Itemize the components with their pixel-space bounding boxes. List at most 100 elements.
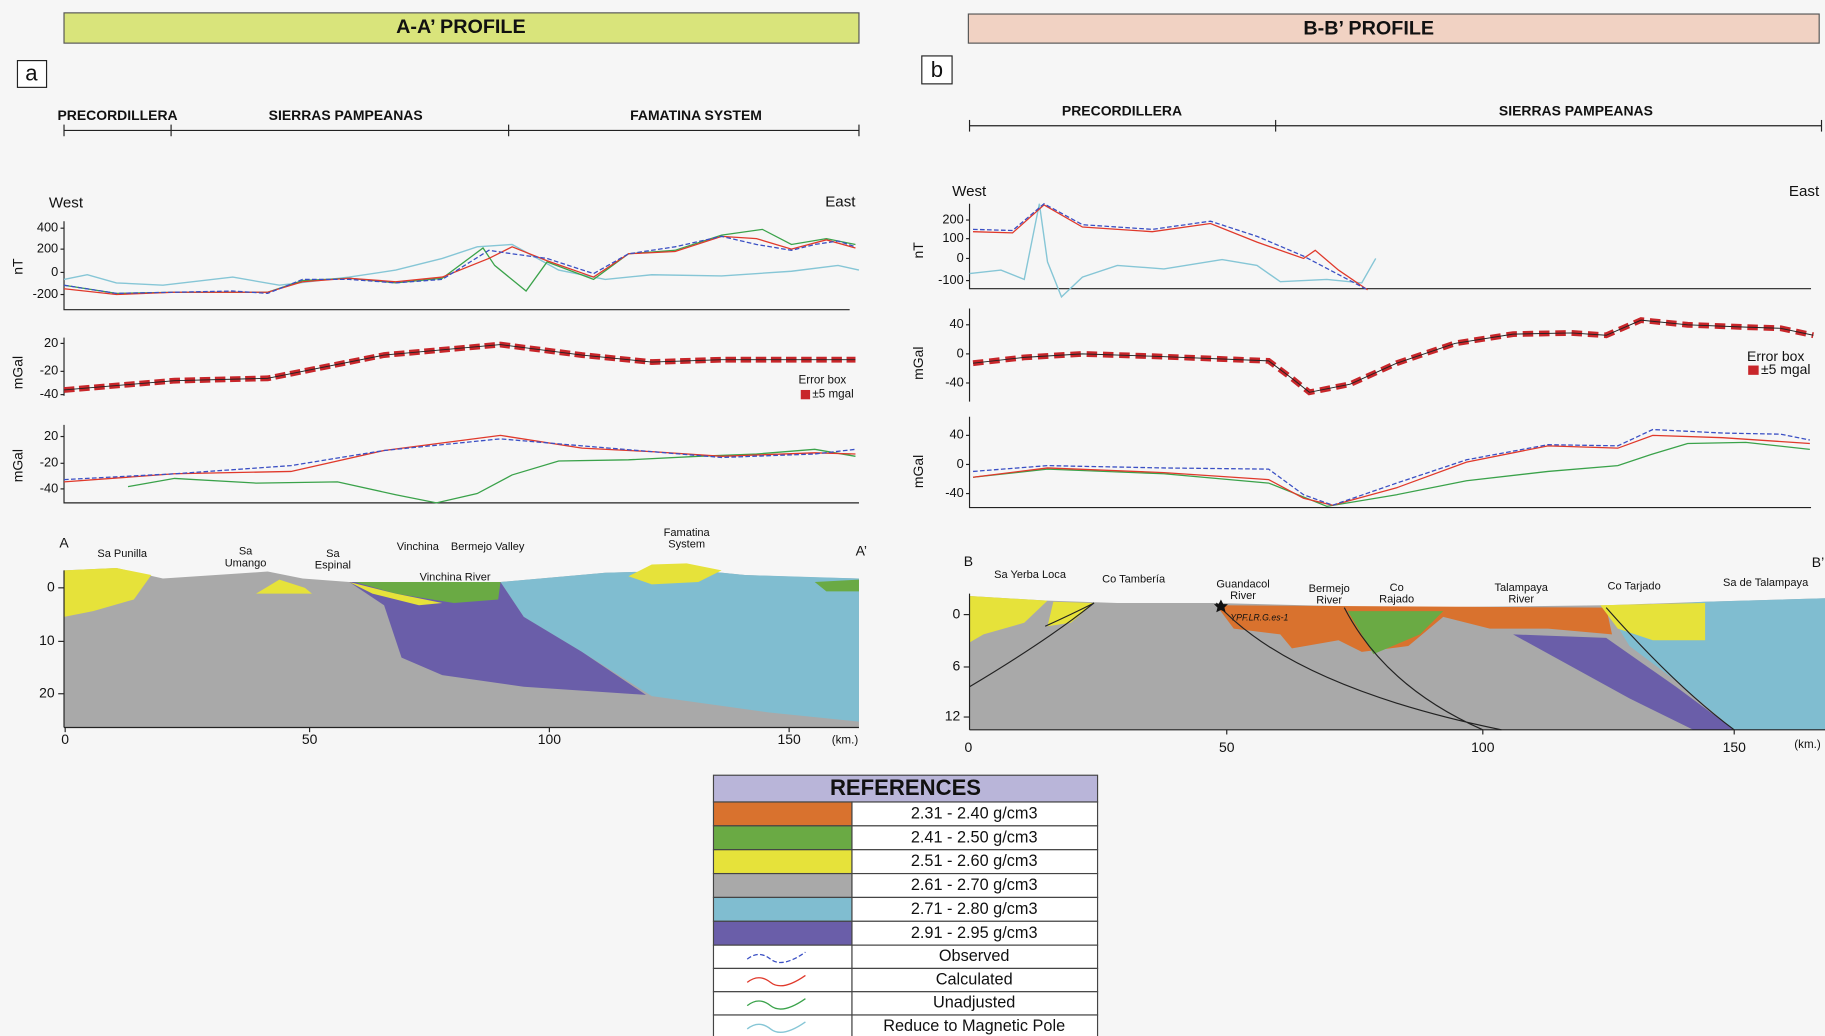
section-b bbox=[964, 594, 1825, 735]
tick-label: 20 bbox=[44, 428, 58, 443]
tick-label: -100 bbox=[938, 272, 964, 287]
place-name: Umango bbox=[225, 557, 267, 569]
province-name: SIERRAS PAMPEANAS bbox=[269, 107, 423, 123]
line-legend: Observed bbox=[939, 947, 1010, 965]
error-box-label: Error box bbox=[798, 374, 846, 387]
place-name: Bermejo bbox=[1309, 583, 1350, 595]
province-name: PRECORDILLERA bbox=[57, 107, 177, 123]
section-end: B’ bbox=[1812, 554, 1824, 570]
place-name: Vinchina bbox=[397, 541, 440, 553]
direction: East bbox=[1789, 183, 1820, 200]
tick-label: 400 bbox=[37, 220, 58, 235]
well-label: YPF.LR.G.es-1 bbox=[1230, 612, 1288, 622]
province-name: PRECORDILLERA bbox=[1062, 102, 1182, 118]
place-name: Espinal bbox=[315, 560, 351, 572]
depth-tick: 6 bbox=[952, 658, 960, 674]
density-range: 2.51 - 2.60 g/cm3 bbox=[911, 852, 1038, 870]
error-box-value: ±5 mgal bbox=[1761, 361, 1811, 377]
direction: East bbox=[825, 194, 856, 211]
distance-tick: 100 bbox=[1471, 739, 1495, 755]
place-name: River bbox=[1230, 590, 1256, 602]
distance-unit: (km.) bbox=[1794, 738, 1821, 751]
references-table bbox=[713, 775, 1097, 1036]
place-name: Bermejo Valley bbox=[451, 541, 525, 553]
place-name: Vinchina River bbox=[420, 571, 491, 583]
place-name: Sa bbox=[326, 548, 340, 560]
tick-label: -40 bbox=[40, 480, 59, 495]
density-range: 2.91 - 2.95 g/cm3 bbox=[911, 924, 1038, 942]
place-name: Co Tarjado bbox=[1608, 581, 1661, 593]
place-name: Guandacol bbox=[1216, 578, 1269, 590]
axis-unit: mGal bbox=[910, 347, 926, 380]
curves-b bbox=[970, 204, 1814, 507]
density-range: 2.71 - 2.80 g/cm3 bbox=[911, 900, 1038, 918]
distance-tick: 0 bbox=[61, 731, 69, 747]
axis-unit: mGal bbox=[910, 455, 926, 488]
place-name: Co bbox=[1390, 582, 1404, 594]
province-bar-a bbox=[64, 125, 859, 137]
tick-label: 0 bbox=[957, 456, 964, 471]
place-name: Co Tambería bbox=[1102, 574, 1166, 586]
distance-tick: 150 bbox=[777, 731, 801, 747]
axis-unit: mGal bbox=[9, 356, 25, 389]
density-range: 2.61 - 2.70 g/cm3 bbox=[911, 876, 1038, 894]
section-end: A’ bbox=[856, 542, 867, 558]
place-name: Sa Yerba Loca bbox=[994, 569, 1067, 581]
distance-tick: 150 bbox=[1723, 739, 1747, 755]
tick-label: 0 bbox=[957, 345, 964, 360]
profile-header: B-B’ PROFILE bbox=[1303, 17, 1434, 39]
section-end: B bbox=[964, 553, 973, 569]
curves-a bbox=[64, 229, 859, 503]
tick-label: -20 bbox=[40, 455, 59, 470]
place-name: Famatina bbox=[664, 527, 711, 539]
tick-label: 200 bbox=[942, 211, 963, 226]
distance-tick: 0 bbox=[964, 739, 972, 755]
tick-label: 40 bbox=[949, 427, 963, 442]
profile-header: A-A’ PROFILE bbox=[396, 16, 526, 38]
place-name: Sa Punilla bbox=[97, 548, 148, 560]
province-name: SIERRAS PAMPEANAS bbox=[1499, 102, 1653, 118]
distance-unit: (km.) bbox=[832, 733, 859, 746]
tick-label: 40 bbox=[949, 316, 963, 331]
line-legend: Unadjusted bbox=[933, 994, 1015, 1012]
tick-label: -20 bbox=[40, 363, 59, 378]
place-name: Sa de Talampaya bbox=[1723, 577, 1809, 589]
density-range: 2.31 - 2.40 g/cm3 bbox=[911, 805, 1038, 823]
direction: West bbox=[49, 195, 84, 212]
tick-label: 0 bbox=[957, 250, 964, 265]
place-name: River bbox=[1316, 595, 1342, 607]
tick-label: -40 bbox=[945, 374, 964, 389]
province-name: FAMATINA SYSTEM bbox=[630, 107, 762, 123]
depth-tick: 12 bbox=[945, 708, 961, 724]
page: A-A’ PROFILE a PRECORDILLERA SIERRAS PAMPEA… bbox=[0, 0, 1825, 1036]
tick-label: -40 bbox=[945, 485, 964, 500]
place-name: Rajado bbox=[1379, 593, 1414, 605]
distance-tick: 100 bbox=[538, 731, 562, 747]
tick-label: -40 bbox=[40, 386, 59, 401]
axis-unit: nT bbox=[910, 242, 926, 259]
place-name: Sa bbox=[239, 546, 253, 558]
distance-tick: 50 bbox=[302, 731, 318, 747]
line-legend: Calculated bbox=[936, 970, 1013, 988]
panel-label: a bbox=[25, 60, 38, 85]
place-name: System bbox=[668, 539, 705, 551]
tick-label: 200 bbox=[37, 241, 58, 256]
figure: A-A’ PROFILE a PRECORDILLERA SIERRAS PAMPEA… bbox=[0, 0, 1825, 1036]
references-title: REFERENCES bbox=[830, 775, 981, 800]
tick-label: 20 bbox=[44, 335, 58, 350]
density-range: 2.41 - 2.50 g/cm3 bbox=[911, 828, 1038, 846]
depth-tick: 0 bbox=[47, 579, 55, 595]
tick-label: 100 bbox=[942, 230, 963, 245]
axis-unit: nT bbox=[9, 258, 25, 275]
section-end: A bbox=[59, 534, 69, 550]
axis-unit: mGal bbox=[9, 449, 25, 482]
line-legend: Reduce to Magnetic Pole bbox=[883, 1017, 1065, 1035]
distance-tick: 50 bbox=[1219, 739, 1235, 755]
place-name: River bbox=[1508, 593, 1534, 605]
tick-label: 0 bbox=[51, 264, 58, 279]
panel-label: b bbox=[931, 57, 943, 82]
place-name: Talampaya bbox=[1495, 582, 1549, 594]
axes-a bbox=[61, 221, 859, 503]
province-bar-b bbox=[970, 120, 1822, 132]
tick-label: -200 bbox=[33, 286, 59, 301]
